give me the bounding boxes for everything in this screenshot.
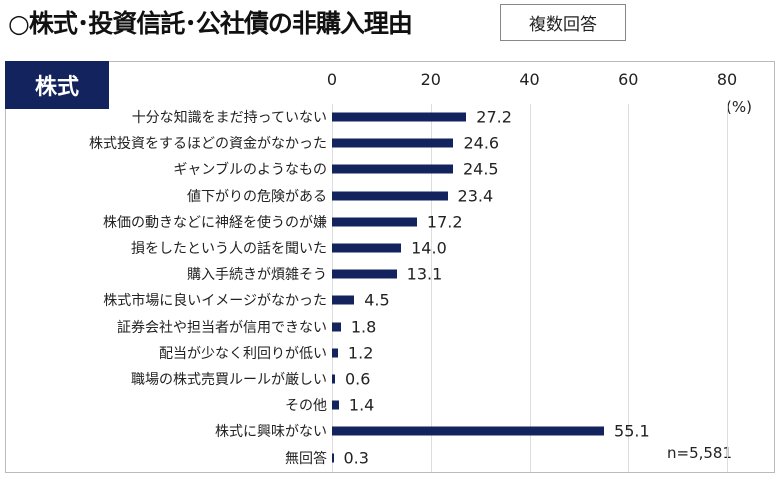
bar xyxy=(332,400,339,410)
chart-frame xyxy=(5,61,775,473)
section-label: 株式 xyxy=(5,61,109,109)
bar xyxy=(332,243,402,253)
bar xyxy=(332,322,341,332)
bar xyxy=(332,426,605,436)
data-label: 0.3 xyxy=(343,448,369,468)
x-tick-label: 40 xyxy=(519,70,540,89)
bar xyxy=(332,374,335,384)
data-label: 1.2 xyxy=(347,343,374,363)
data-label: 24.5 xyxy=(462,159,499,179)
bar xyxy=(332,453,334,463)
bar xyxy=(332,138,454,148)
data-label: 13.1 xyxy=(406,264,443,284)
category-label: 購入手続きが煩雑そう xyxy=(187,267,327,284)
gridline xyxy=(529,104,531,472)
category-label: 十分な知識をまだ持っていない xyxy=(131,110,327,126)
category-label: 証券会社や担当者が信用できない xyxy=(117,319,327,336)
data-label: 27.2 xyxy=(476,107,512,127)
category-label: ギャンブルのようなもの xyxy=(173,162,327,179)
data-label: 4.5 xyxy=(364,290,390,310)
bar xyxy=(332,191,448,201)
data-label: 24.6 xyxy=(463,133,500,153)
x-tick-label: 0 xyxy=(326,70,338,89)
gridline xyxy=(332,104,333,472)
sample-size-note: n=5,581 xyxy=(667,444,733,462)
multiple-answer-badge: 複数回答 xyxy=(500,4,626,41)
gridline xyxy=(430,104,432,472)
category-label: その他 xyxy=(285,398,327,415)
x-tick-label: 80 xyxy=(716,70,738,89)
bar xyxy=(332,164,453,174)
data-label: 1.4 xyxy=(348,395,375,415)
x-tick-label: 60 xyxy=(618,70,639,89)
category-label: 損をしたという人の話を聞いた xyxy=(131,241,327,257)
data-label: 23.4 xyxy=(457,186,494,206)
category-label: 配当が少なく利回りが低い xyxy=(159,345,327,362)
data-label: 55.1 xyxy=(614,421,650,441)
data-label: 17.2 xyxy=(426,212,463,232)
data-label: 1.8 xyxy=(350,317,377,337)
gridline xyxy=(727,104,728,472)
category-label: 無回答 xyxy=(285,450,327,467)
data-label: 0.6 xyxy=(344,369,371,389)
category-label: 値下がりの危険がある xyxy=(187,188,327,205)
category-label: 株価の動きなどに神経を使うのが嫌 xyxy=(103,214,327,231)
category-label: 職場の株式売買ルールが厳しい xyxy=(131,372,327,388)
gridline xyxy=(628,104,630,472)
data-label: 14.0 xyxy=(411,238,447,258)
bar xyxy=(332,269,397,279)
page-title: ○株式･投資信託･公社債の非購入理由 xyxy=(8,9,413,38)
bar xyxy=(332,295,355,305)
category-label: 株式市場に良いイメージがなかった xyxy=(103,293,327,310)
category-label: 株式投資をするほどの資金がなかった xyxy=(89,136,327,153)
x-tick-label: 20 xyxy=(420,70,441,89)
unit-label: (%) xyxy=(726,98,752,116)
bar xyxy=(332,217,417,227)
category-label: 株式に興味がない xyxy=(215,424,327,441)
bar xyxy=(332,348,338,358)
bar xyxy=(332,112,467,122)
